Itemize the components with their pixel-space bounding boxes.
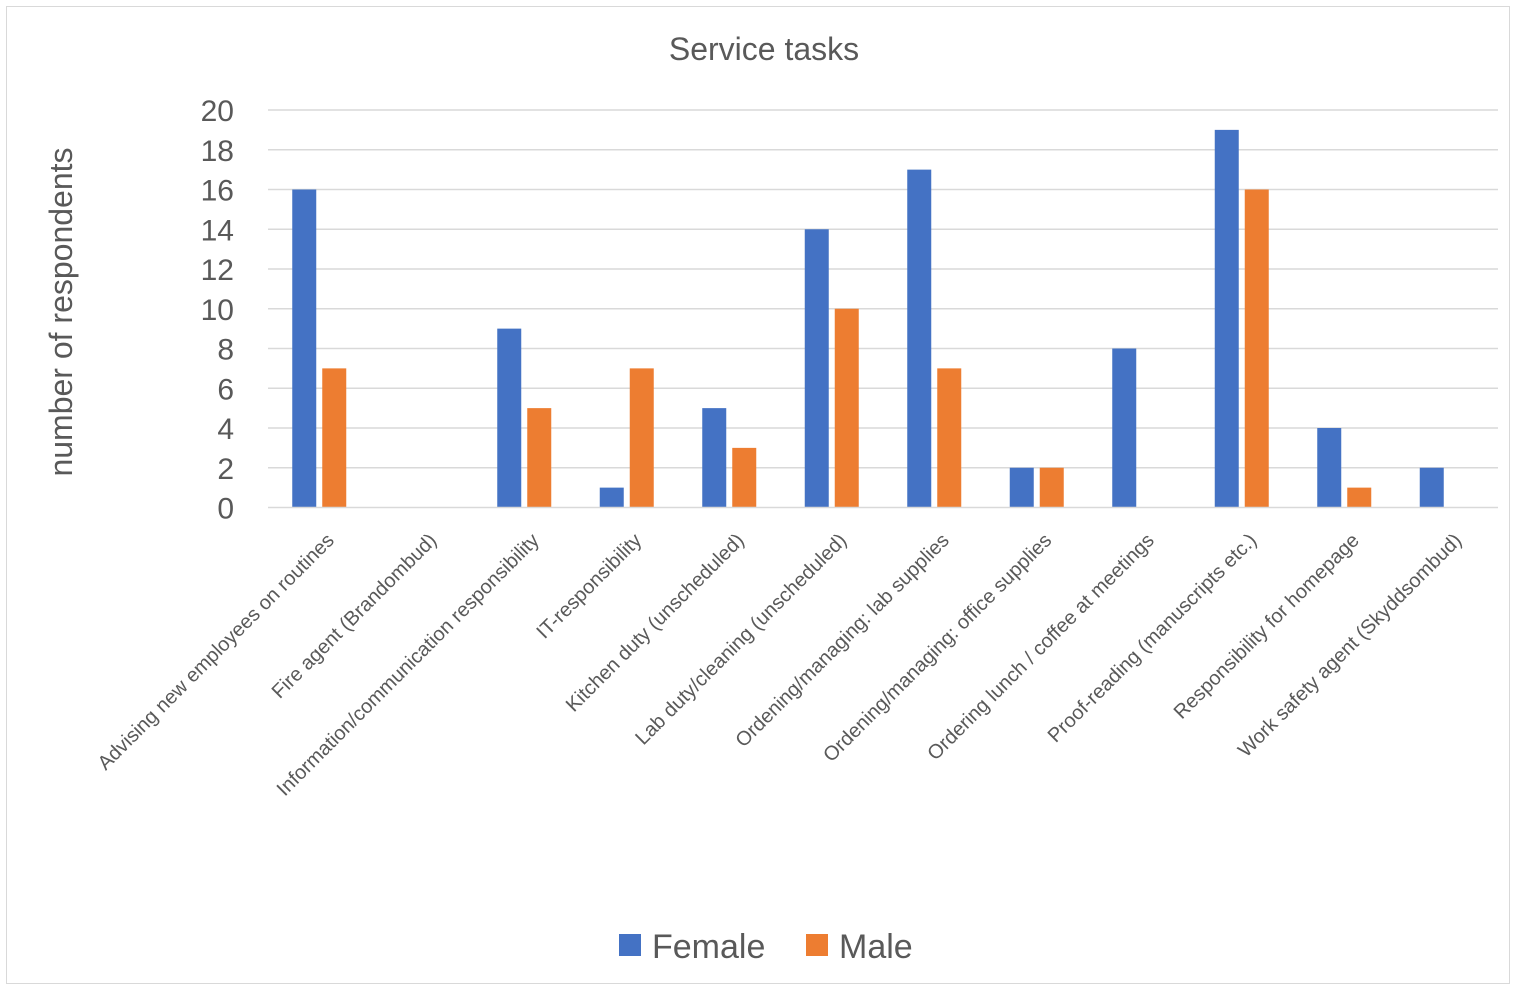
x-tick-label: Kitchen duty (unscheduled): [562, 529, 749, 716]
y-tick-label: 16: [201, 175, 234, 208]
bar-male: [527, 408, 552, 508]
bar-male: [322, 368, 347, 508]
y-tick-label: 20: [201, 95, 234, 128]
bar-female: [702, 408, 727, 508]
gridlines: [268, 109, 1498, 469]
chart-title: Service tasks: [669, 31, 859, 67]
bar-female: [599, 487, 624, 508]
x-tick-label: Work safety agent (Skyddsombud): [1234, 529, 1466, 761]
x-tick-label: Ordening/managing: office supplies: [819, 529, 1056, 766]
y-tick-label: 6: [217, 373, 234, 406]
bar-male: [629, 368, 654, 508]
bar-female: [804, 229, 829, 508]
bar-female: [292, 189, 317, 508]
x-tick-label: IT-responsibility: [532, 529, 646, 643]
legend-label-female: Female: [652, 928, 765, 966]
y-tick-label: 2: [217, 453, 234, 486]
bar-female: [1214, 129, 1239, 508]
legend-label-male: Male: [839, 928, 913, 966]
bar-female: [1009, 467, 1034, 508]
legend: Female Male: [619, 928, 913, 966]
bar-male: [1244, 189, 1269, 508]
x-tick-label: Ordering lunch / coffee at meetings: [923, 529, 1158, 764]
x-tick-label: Responsibility for homepage: [1170, 529, 1364, 723]
y-tick-label: 0: [217, 493, 234, 526]
legend-swatch-male: [806, 934, 828, 956]
y-tick-label: 12: [201, 254, 234, 287]
bar-female: [1419, 467, 1444, 508]
bar-female: [1317, 428, 1342, 508]
x-tick-label: Fire agent (Brandombud): [268, 529, 442, 703]
y-axis-ticks: 0 2 4 6 8 10 12 14 16 18 20: [201, 95, 234, 526]
x-tick-label: Proof-reading (manuscripts etc.): [1044, 529, 1262, 747]
y-tick-label: 14: [201, 214, 234, 247]
y-tick-label: 18: [201, 135, 234, 168]
y-tick-label: 4: [217, 413, 234, 446]
y-tick-label: 10: [201, 294, 234, 327]
y-axis-label: number of respondents: [43, 147, 79, 476]
bar-female: [1112, 348, 1137, 508]
x-tick-label: Ordening/managing: lab supplies: [731, 529, 953, 751]
bar-male: [834, 308, 859, 508]
bar-male: [1039, 467, 1064, 508]
x-tick-label: Lab duty/cleaning (unscheduled): [631, 529, 851, 749]
bar-male: [937, 368, 962, 508]
bar-male: [732, 447, 757, 508]
bar-female: [907, 169, 932, 508]
legend-swatch-female: [619, 934, 641, 956]
bar-male: [1347, 487, 1372, 508]
bar-female: [497, 328, 522, 508]
y-tick-label: 8: [217, 334, 234, 367]
bars: [292, 129, 1444, 508]
